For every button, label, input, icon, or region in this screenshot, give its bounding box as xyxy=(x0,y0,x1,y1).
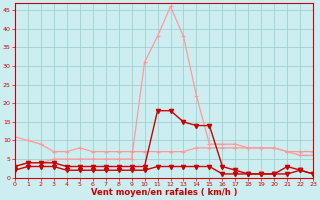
X-axis label: Vent moyen/en rafales ( km/h ): Vent moyen/en rafales ( km/h ) xyxy=(91,188,237,197)
